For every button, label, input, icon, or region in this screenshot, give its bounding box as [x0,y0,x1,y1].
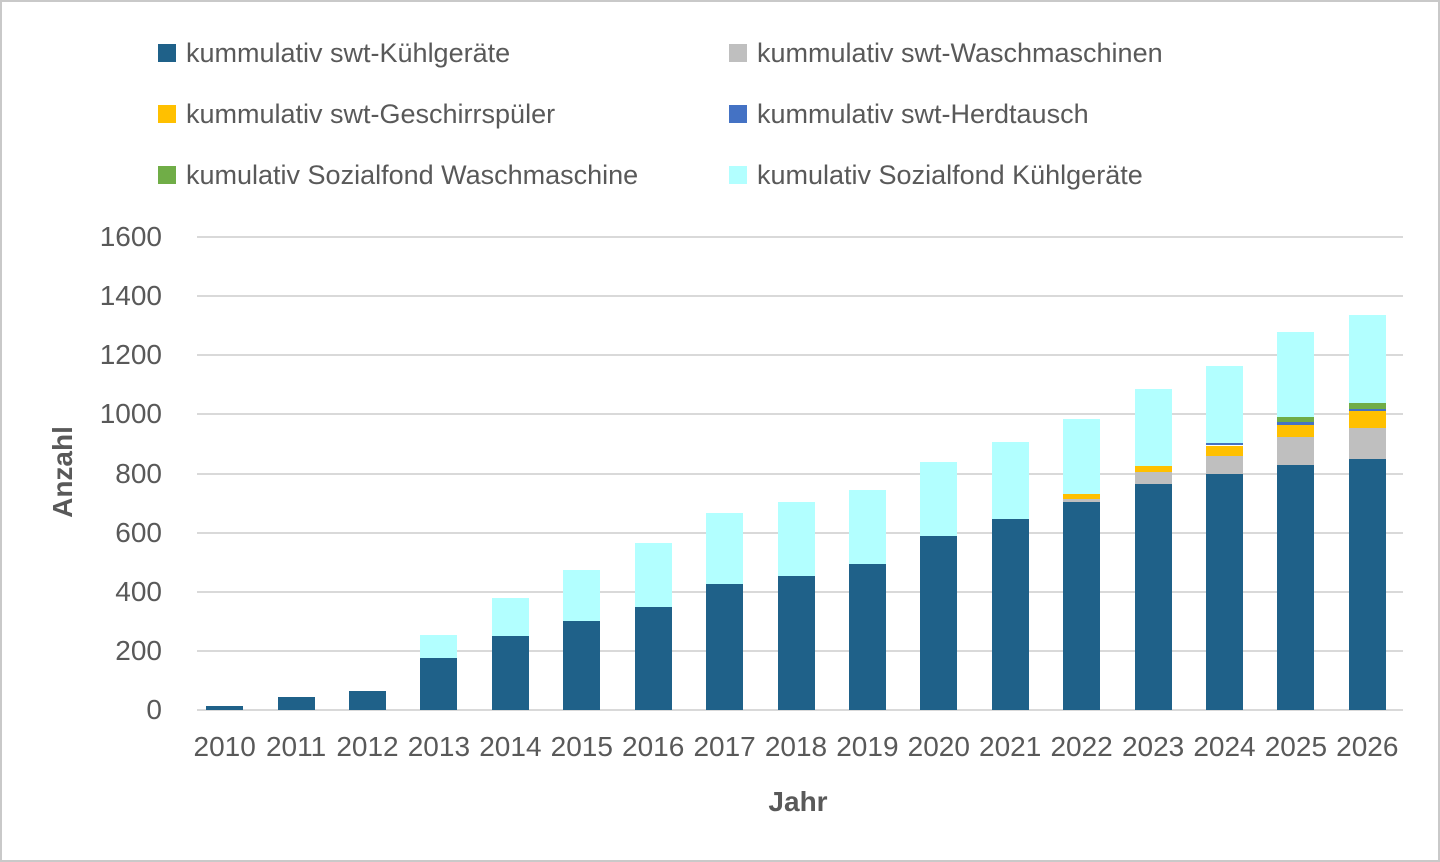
x-tick-label: 2013 [407,731,471,762]
x-tick-label: 2017 [693,731,756,762]
x-tick-label: 2016 [622,731,685,762]
legend-item: kummulativ swt-Waschmaschinen [729,38,1163,68]
legend-item: kumulativ Sozialfond Waschmaschine [158,160,638,190]
bar-segment [1348,411,1386,428]
y-tick-label: 400 [115,575,162,607]
bar-segment [206,705,244,710]
y-tick-label: 1000 [99,398,162,430]
bar-segment [1134,466,1172,472]
y-tick-label: 800 [115,457,162,489]
bar-segment [1277,331,1315,418]
gridline [197,354,1403,357]
bar-segment [920,461,958,536]
y-tick-label: 1200 [99,339,162,371]
legend-swatch-icon [729,166,747,184]
bar-segment [420,658,458,710]
bar-segment [706,584,744,710]
bar-segment [1206,455,1243,474]
bar-segment [991,519,1029,710]
bar-segment [1348,315,1386,403]
bar-segment [1063,418,1101,495]
bar-segment [1063,498,1101,502]
bar-segment [277,696,315,710]
legend-label: kummulativ swt-Herdtausch [757,98,1089,129]
legend-label: kumulativ Sozialfond Waschmaschine [186,159,639,190]
y-tick-label: 600 [115,516,162,548]
x-tick-label: 2024 [1193,731,1256,762]
legend-swatch-icon [729,105,747,123]
legend-item: kummulativ swt-Kühlgeräte [158,38,510,68]
y-tick-label: 1600 [99,221,162,252]
bar-segment [563,569,601,622]
legend-swatch-icon [158,105,176,123]
legend-swatch-icon [158,166,176,184]
bar-segment [1277,421,1315,425]
bar-segment [1348,408,1386,412]
bar-segment [1206,442,1243,446]
legend-label: kumulativ Sozialfond Kühlgeräte [757,159,1143,190]
legend-label: kummulativ swt-Geschirrspüler [186,98,556,129]
bar-segment [1134,389,1172,467]
x-tick-label: 2023 [1121,731,1185,762]
y-tick-label: 200 [115,634,162,666]
gridline [197,295,1403,298]
x-tick-label: 2012 [336,731,399,762]
bar-segment [420,634,458,659]
x-tick-label: 2020 [907,731,970,762]
x-axis-title: Jahr [768,786,828,817]
bar-segment [1063,494,1101,499]
bar-segment [1277,424,1315,437]
bar-segment [1206,473,1243,710]
x-tick-label: 2019 [836,731,899,762]
x-tick-label: 2011 [265,731,327,762]
gridline [197,709,1403,711]
bar-segment [491,597,529,637]
bar-segment [634,542,672,607]
bar-segment [1063,501,1101,710]
bar-segment [1134,472,1172,484]
bar-segment [1277,464,1315,710]
bar-segment [1206,365,1243,443]
legend-swatch-icon [158,44,176,62]
gridline [197,413,1403,416]
bar-segment [1277,436,1315,465]
bar-segment [1348,458,1386,710]
plot-area [189,236,1403,711]
x-tick-label: 2014 [479,731,542,762]
legend-item: kumulativ Sozialfond Kühlgeräte [729,160,1143,190]
gridline [197,472,1403,475]
x-tick-label: 2026 [1336,731,1399,762]
bar-segment [920,535,958,710]
legend-item: kummulativ swt-Geschirrspüler [158,99,555,129]
legend-label: kummulativ swt-Waschmaschinen [757,37,1163,68]
bar-segment [991,442,1029,520]
bar-segment [1277,417,1315,422]
y-tick-label: 1400 [99,280,162,312]
x-tick-label: 2015 [550,731,613,762]
bar-segment [777,575,815,710]
x-tick-label: 2022 [1050,731,1113,762]
x-tick-label: 2010 [193,731,256,762]
x-tick-label: 2025 [1264,731,1328,762]
bar-segment [1206,445,1243,456]
gridline [197,236,1403,238]
bar-segment [1348,402,1386,409]
bar-segment [634,606,672,710]
bar-segment [848,489,886,564]
y-tick-label: 0 [146,694,162,725]
bar-segment [848,563,886,710]
bar-segment [1348,427,1386,459]
bar-segment [1134,483,1172,710]
bar-segment [563,621,601,710]
x-tick-label: 2018 [764,731,828,762]
bar-segment [491,636,529,710]
legend-swatch-icon [729,44,747,62]
bar-segment [706,513,744,585]
legend-item: kummulativ swt-Herdtausch [729,99,1089,129]
legend-label: kummulativ swt-Kühlgeräte [186,37,511,68]
bar-segment [349,690,386,710]
bar-segment [777,501,815,576]
x-tick-label: 2021 [979,731,1042,762]
